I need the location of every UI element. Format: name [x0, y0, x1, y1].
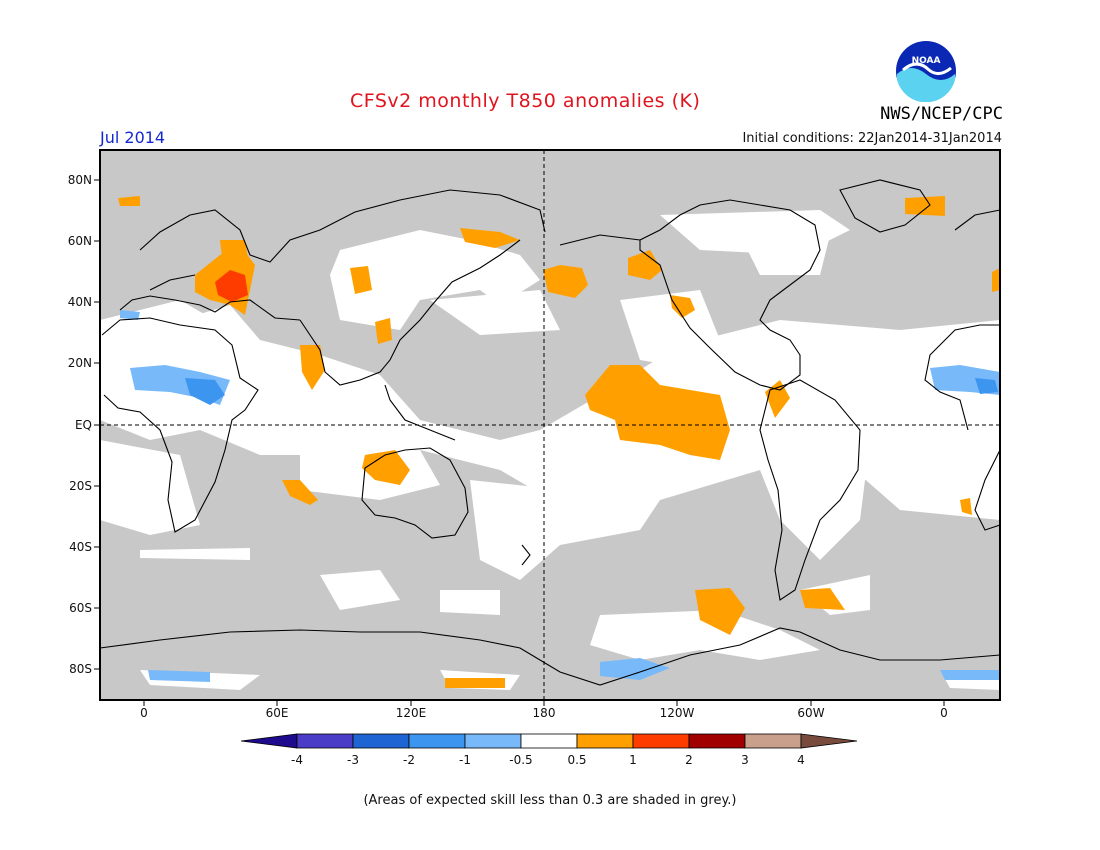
noaa-logo: NOAA [896, 41, 956, 102]
colorbar-segment [744, 733, 802, 749]
target-month-label: Jul 2014 [100, 128, 166, 147]
lon-label-60e: 60E [265, 706, 289, 720]
colorbar-segment-min [240, 733, 298, 749]
lon-label-0-right: 0 [940, 706, 948, 720]
colorbar-segment [352, 733, 410, 749]
colorbar-segment [464, 733, 522, 749]
lat-label-60s: 60S [69, 601, 92, 615]
svg-text:NOAA: NOAA [912, 56, 941, 66]
cool-anomaly-core [185, 378, 998, 405]
initial-conditions-label: Initial conditions: 22Jan2014-31Jan2014 [742, 131, 1002, 146]
lat-label-20s: 20S [69, 479, 92, 493]
cbar-label-neg3: -3 [347, 753, 359, 767]
axis-ticks [94, 179, 945, 706]
colorbar-segment [632, 733, 690, 749]
chart-title: CFSv2 monthly T850 anomalies (K) [350, 90, 701, 112]
cbar-label-1: 1 [629, 753, 637, 767]
colorbar-segment-max [800, 733, 858, 749]
lat-label-60n: 60N [67, 234, 92, 248]
colorbar-segment [520, 733, 578, 749]
lat-label-40s: 40S [69, 540, 92, 554]
colorbar-segment [408, 733, 466, 749]
cbar-label-neg05: -0.5 [509, 753, 533, 767]
agency-label: NWS/NCEP/CPC [880, 104, 1003, 124]
cbar-label-3: 3 [741, 753, 749, 767]
lon-label-120e: 120E [395, 706, 427, 720]
colorbar-segment [576, 733, 634, 749]
lon-label-60w: 60W [797, 706, 825, 720]
strong-warm-anomaly [215, 270, 248, 302]
lat-label-80n: 80N [67, 173, 92, 187]
lat-label-80s: 80S [69, 662, 92, 676]
cbar-label-4: 4 [797, 753, 805, 767]
cbar-label-2: 2 [685, 753, 693, 767]
cbar-label-neg2: -2 [403, 753, 415, 767]
lon-label-120w: 120W [659, 706, 695, 720]
cbar-label-neg4: -4 [291, 753, 303, 767]
lat-label-40n: 40N [67, 295, 92, 309]
lat-label-eq: EQ [74, 418, 92, 432]
colorbar-segment [296, 733, 354, 749]
lat-label-20n: 20N [67, 356, 92, 370]
cbar-label-neg1: -1 [459, 753, 471, 767]
coastlines [99, 179, 1001, 686]
footnote: (Areas of expected skill less than 0.3 a… [363, 793, 737, 808]
colorbar-segment [688, 733, 746, 749]
lon-label-0: 0 [140, 706, 148, 720]
white-regions [100, 210, 1000, 690]
cbar-label-05: 0.5 [567, 753, 587, 767]
lon-label-180: 180 [532, 706, 556, 720]
